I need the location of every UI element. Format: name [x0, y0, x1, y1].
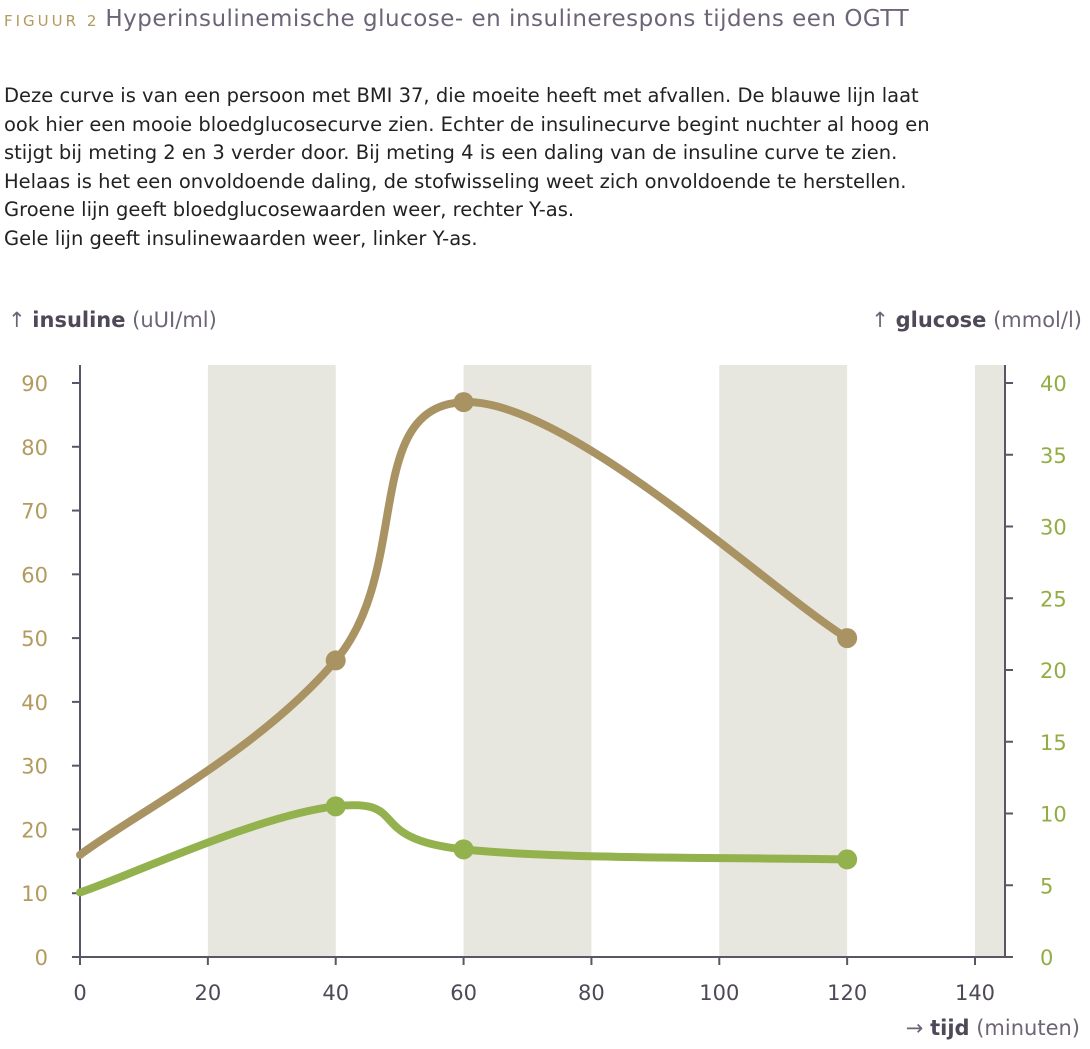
- description-line: Helaas is het een onvoldoende daling, de…: [4, 169, 907, 193]
- figure-title: FIGUUR 2 Hyperinsulinemische glucose- en …: [4, 2, 1074, 38]
- x-axis-unit: (minuten): [976, 1016, 1080, 1040]
- left-axis-name: insuline: [32, 308, 126, 332]
- left-tick-label: 50: [21, 627, 48, 651]
- left-tick-label: 70: [21, 500, 48, 524]
- x-axis-title: → tijd (minuten): [906, 1016, 1080, 1040]
- figure-description: Deze curve is van een persoon met BMI 37…: [4, 82, 1084, 254]
- glucose-series-line: [76, 801, 852, 897]
- right-axis-name: glucose: [895, 308, 987, 332]
- x-tick-label: 20: [194, 981, 221, 1005]
- shaded-band: [975, 365, 1005, 957]
- shaded-band: [207, 365, 336, 957]
- right-tick-label: 35: [1040, 444, 1067, 468]
- glucose-data-point: [453, 839, 474, 860]
- x-tick-label: 40: [322, 981, 349, 1005]
- x-axis-name: tijd: [930, 1016, 970, 1040]
- x-tick-label: 140: [955, 981, 995, 1005]
- glucose-data-point: [837, 849, 858, 870]
- x-tick-label: 80: [578, 981, 605, 1005]
- shaded-band: [463, 365, 592, 957]
- left-tick-label: 20: [21, 818, 48, 842]
- insulin-series-line: [76, 398, 852, 859]
- right-tick-label: 25: [1040, 587, 1067, 611]
- x-axis-arrow: →: [905, 1016, 924, 1040]
- left-axis-arrow: ↑: [8, 308, 26, 332]
- figure-title-text: Hyperinsulinemische glucose- en insuline…: [105, 6, 910, 32]
- figure-label: FIGUUR 2: [4, 12, 100, 30]
- x-tick-label: 60: [450, 981, 477, 1005]
- left-tick-label: 80: [21, 436, 48, 460]
- insulin-data-point: [325, 650, 346, 671]
- description-line: ook hier een mooie bloedglucosecurve zie…: [4, 112, 930, 136]
- right-axis-unit: (mmol/l): [993, 308, 1082, 332]
- description-line: stijgt bij meting 2 en 3 verder door. Bi…: [4, 141, 898, 165]
- right-axis-title: ↑ glucose (mmol/l): [871, 308, 1082, 332]
- right-tick-label: 15: [1040, 731, 1067, 755]
- x-tick-label: 100: [699, 981, 739, 1005]
- description-line: Groene lijn geeft bloedglucosewaarden we…: [4, 198, 575, 222]
- insulin-data-point: [453, 392, 474, 413]
- right-tick-label: 40: [1040, 372, 1067, 396]
- left-axis-title: ↑ insuline (uUI/ml): [8, 308, 217, 332]
- left-tick-label: 40: [21, 691, 48, 715]
- left-tick-label: 30: [21, 755, 48, 779]
- right-tick-label: 0: [1040, 946, 1053, 970]
- x-tick-label: 120: [827, 981, 867, 1005]
- left-tick-label: 10: [21, 882, 48, 906]
- shaded-band: [719, 365, 848, 957]
- insulin-data-point: [837, 628, 858, 649]
- right-axis-arrow: ↑: [871, 308, 889, 332]
- right-tick-label: 10: [1040, 803, 1067, 827]
- x-tick-label: 0: [73, 981, 86, 1005]
- right-tick-label: 5: [1040, 874, 1053, 898]
- right-tick-label: 30: [1040, 516, 1067, 540]
- description-line: Gele lijn geeft insulinewaarden weer, li…: [4, 226, 478, 250]
- glucose-data-point: [325, 796, 346, 817]
- left-tick-label: 60: [21, 563, 48, 587]
- description-line: Deze curve is van een persoon met BMI 37…: [4, 84, 919, 107]
- right-tick-label: 20: [1040, 659, 1067, 683]
- left-tick-label: 0: [35, 946, 48, 970]
- left-axis-unit: (uUI/ml): [132, 308, 217, 332]
- left-tick-label: 90: [21, 372, 48, 396]
